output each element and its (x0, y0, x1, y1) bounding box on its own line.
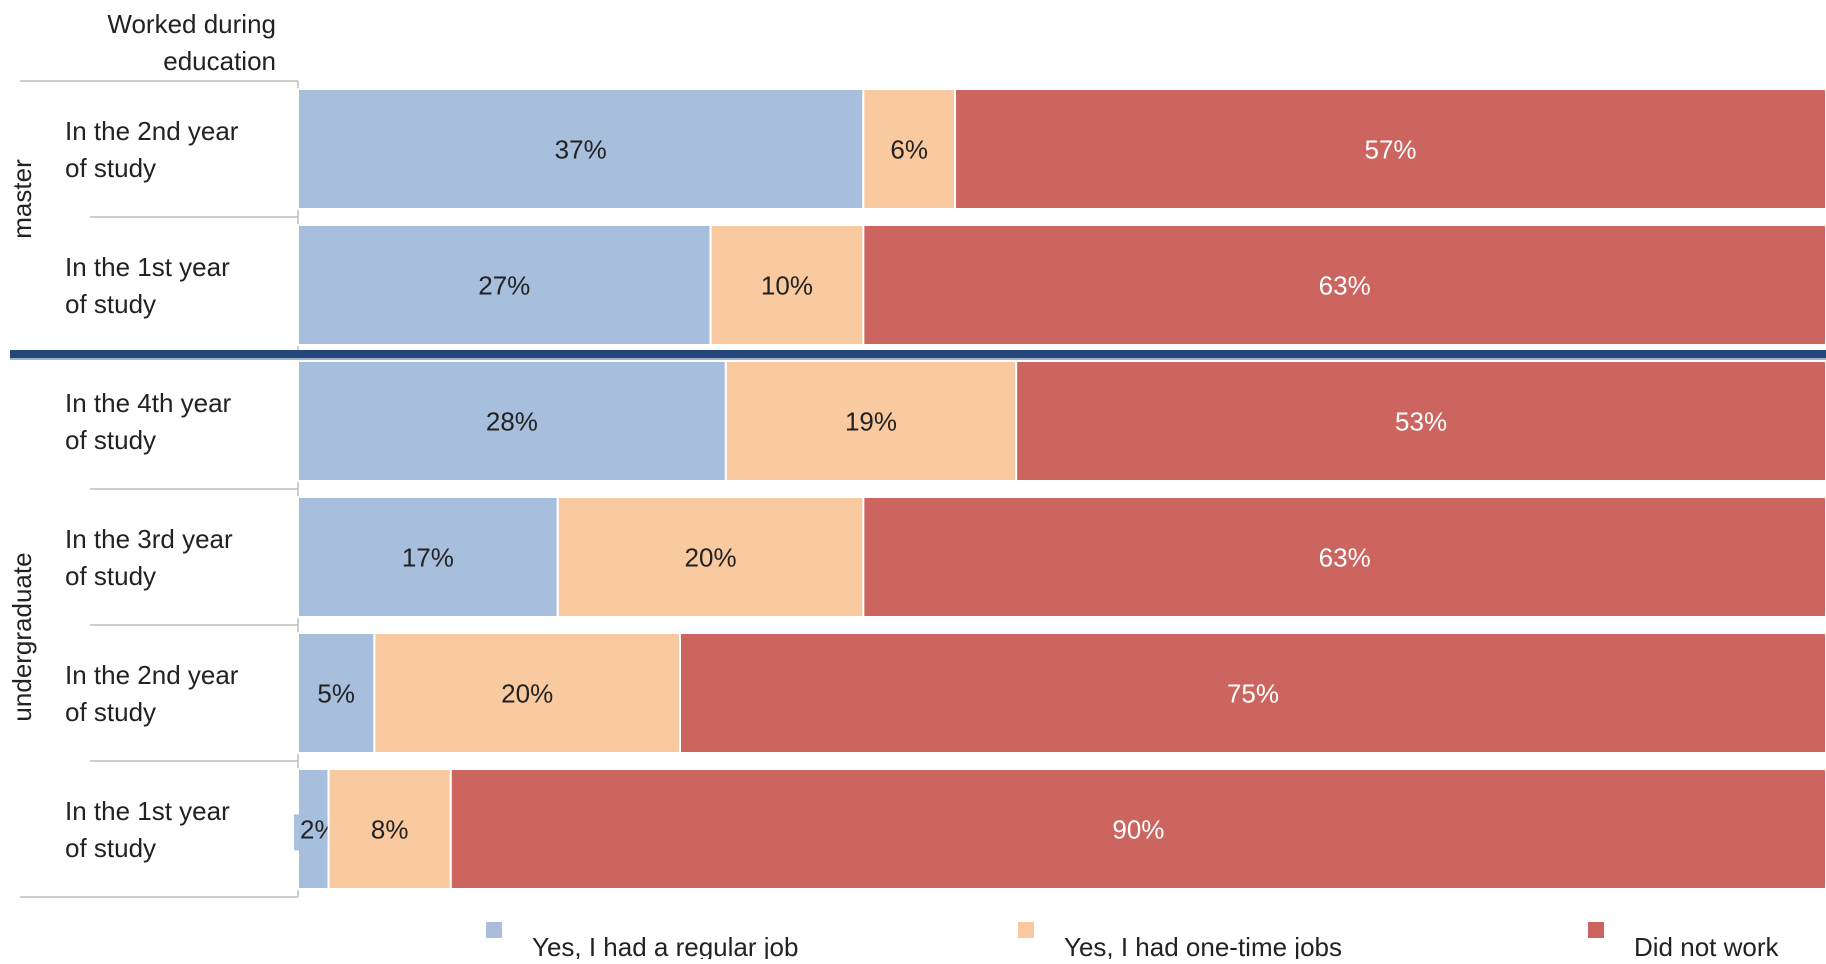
data-label: 63% (1319, 542, 1371, 572)
data-label: 53% (1395, 406, 1447, 436)
category-label: of study (65, 697, 156, 727)
bar-segment (862, 496, 1826, 618)
bar-segment (297, 224, 712, 346)
bar-segment (373, 632, 681, 754)
bar-segment (862, 88, 957, 210)
category-label: of study (65, 425, 156, 455)
data-label: 57% (1364, 134, 1416, 164)
legend-label: Did not work (1634, 932, 1779, 959)
group-divider (10, 350, 1826, 358)
category-label: In the 1st year (65, 796, 230, 826)
bar-segment (297, 88, 865, 210)
group-label: master (7, 159, 37, 239)
bar-segment (724, 360, 1018, 482)
bar-segment (679, 632, 1826, 754)
category-label: of study (65, 289, 156, 319)
bar-segment (709, 224, 865, 346)
legend-swatch (1588, 922, 1604, 938)
data-label: 37% (555, 134, 607, 164)
bar-segment (556, 496, 865, 618)
bar-segment (449, 768, 1826, 890)
data-label: 28% (486, 406, 538, 436)
data-label: 8% (371, 814, 409, 844)
legend-label: Yes, I had a regular job (532, 932, 798, 959)
data-label: 5% (317, 678, 355, 708)
data-label: 19% (845, 406, 897, 436)
data-label: 17% (402, 542, 454, 572)
data-label: 20% (685, 542, 737, 572)
category-label: In the 3rd year (65, 524, 233, 554)
legend-swatch (486, 922, 502, 938)
category-label: In the 4th year (65, 388, 232, 418)
data-label: 10% (761, 270, 813, 300)
legend-swatch (1018, 922, 1034, 938)
bar-segment (297, 360, 727, 482)
data-label: 27% (478, 270, 530, 300)
data-label: 20% (501, 678, 553, 708)
chart-header-label: Worked during education (107, 9, 276, 76)
category-label: In the 1st year (65, 252, 230, 282)
bar-segment (862, 224, 1826, 346)
data-label: 6% (890, 134, 928, 164)
group-label: undergraduate (7, 552, 37, 721)
data-label: 75% (1227, 678, 1279, 708)
data-label: 90% (1112, 814, 1164, 844)
header-line: education (163, 46, 276, 76)
category-label: In the 2nd year (65, 660, 239, 690)
data-label: 63% (1319, 270, 1371, 300)
header-line: Worked during (107, 9, 276, 39)
category-label: of study (65, 153, 156, 183)
category-label: of study (65, 833, 156, 863)
bar-segment (954, 88, 1826, 210)
bar-segment (1015, 360, 1826, 482)
bar-segment (297, 496, 559, 618)
legend-label: Yes, I had one-time jobs (1064, 932, 1342, 959)
category-label: In the 2nd year (65, 116, 239, 146)
category-label: of study (65, 561, 156, 591)
bar-segment (297, 632, 376, 754)
